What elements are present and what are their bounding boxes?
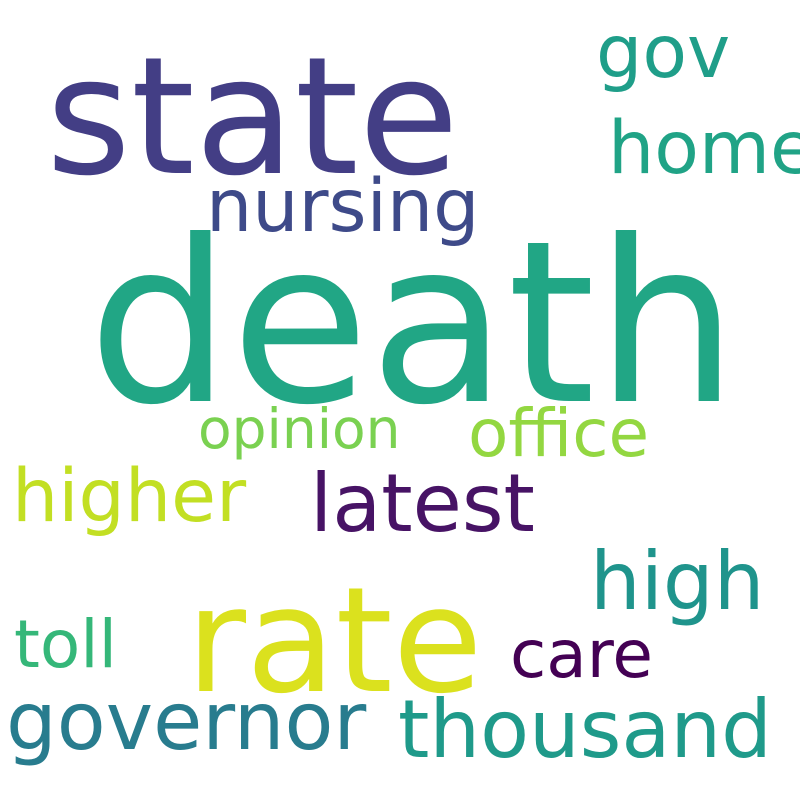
word-office: office [468,395,650,472]
word-nursing: nursing [206,164,480,249]
word-gov: gov [596,10,731,95]
word-death: death [88,193,738,455]
word-governor: governor [6,675,367,768]
word-higher: higher [12,454,247,539]
word-care: care [510,616,654,693]
word-state: state [46,23,459,212]
word-opinion: opinion [198,397,401,461]
word-home: home [608,106,800,191]
word-rate: rate [186,556,483,726]
word-toll: toll [14,606,117,683]
word-thousand: thousand [398,683,772,776]
word-latest: latest [310,457,535,550]
word-high: high [590,535,765,628]
